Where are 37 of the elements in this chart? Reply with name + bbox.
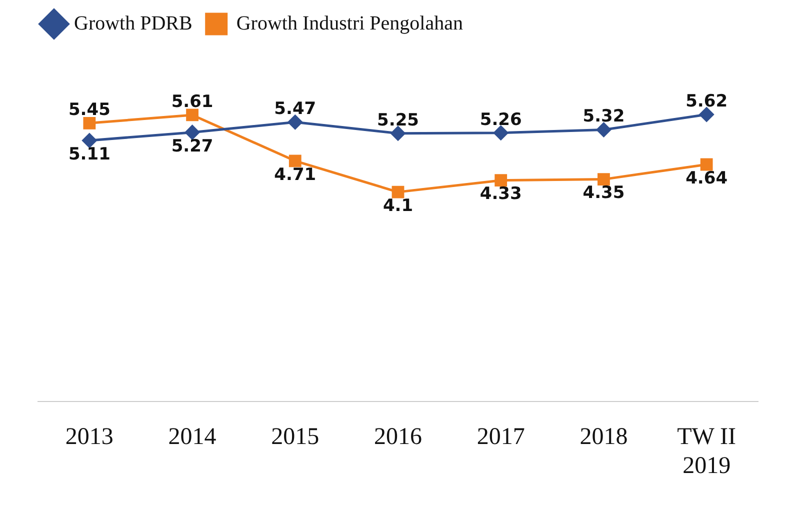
point [494,174,508,187]
point [83,116,96,130]
point [596,122,611,138]
data-label: 4.1 [382,196,414,216]
point [392,186,404,198]
data-label: 5.45 [68,100,110,120]
data-label: 4.33 [480,184,522,204]
point [700,158,713,171]
data-label: 5.47 [274,99,316,120]
data-label: 5.27 [171,136,214,156]
point [186,108,198,122]
point [699,107,714,122]
point [288,154,302,168]
data-label: 4.35 [582,183,625,204]
point [82,133,97,148]
data-label: 5.61 [171,92,214,112]
data-label: 4.64 [686,168,728,188]
x-tick-label: 2017 [476,424,525,450]
x-tick-label: 2016 [374,424,422,450]
point [288,114,302,130]
point [185,125,200,140]
x-tick-label: 2018 [580,424,628,450]
legend-label: Growth PDRB [74,12,192,34]
point [494,126,508,140]
legend-label: Growth Industri Pengolahan [236,12,463,34]
data-label: 5.25 [377,110,419,130]
data-label: 5.32 [582,106,625,127]
x-tick-label: 2015 [271,424,320,450]
point [390,126,406,141]
data-label: 5.62 [686,91,728,112]
x-tick-label: TW II 2019 [677,424,736,479]
x-tick-label: 2014 [168,424,216,450]
x-tick-label: 2013 [65,424,114,450]
data-label: 5.26 [480,110,522,130]
data-label: 4.71 [274,164,316,185]
data-label: 5.11 [68,144,110,164]
point [598,173,610,186]
